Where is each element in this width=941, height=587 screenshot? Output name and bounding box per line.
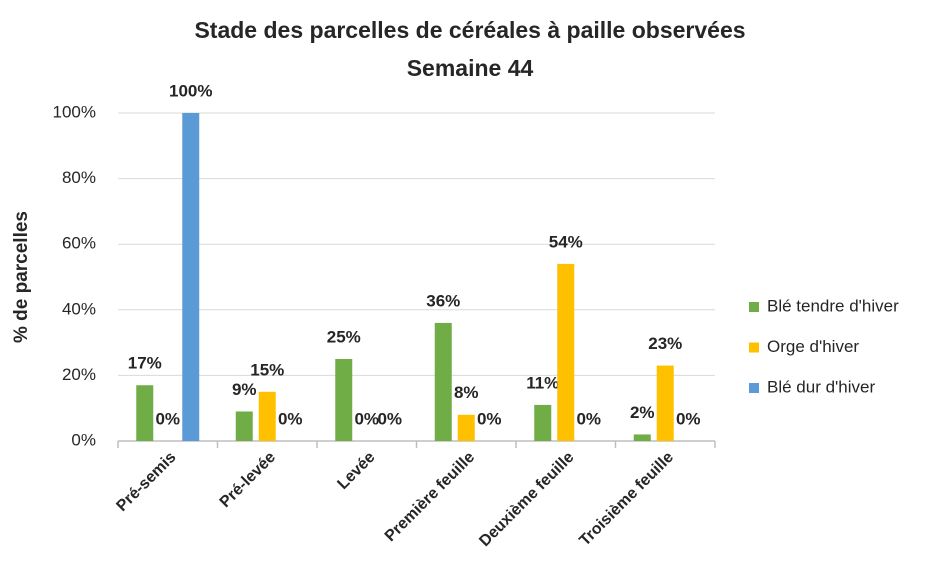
value-label: 25% [327,327,361,346]
legend-swatch [749,342,759,353]
bar [182,113,200,441]
x-tick-label: Pré-levée [217,449,279,511]
value-label: 17% [128,354,162,373]
bar [557,263,575,441]
x-tick-label: Pré-semis [113,449,179,515]
bar [457,414,475,441]
value-label: 8% [454,383,479,402]
value-label: 15% [250,360,284,379]
value-label: 0% [377,409,402,428]
value-label: 23% [648,334,682,353]
value-label: 0% [676,409,701,428]
y-tick-label: 40% [62,299,96,318]
value-label: 100% [169,81,212,100]
value-label: 0% [278,409,303,428]
value-label: 0% [354,409,379,428]
y-axis-label: % de parcelles [11,211,32,343]
bar [258,391,276,441]
value-label: 0% [576,409,601,428]
value-label: 9% [232,380,257,399]
bar [335,359,353,441]
chart-subtitle: Semaine 44 [407,55,534,81]
x-tick-label: Troisième feuille [576,449,677,550]
bar [534,404,552,441]
value-label: 54% [549,232,583,251]
legend-label: Orge d'hiver [767,337,859,356]
y-tick-label: 20% [62,365,96,384]
y-tick-label: 80% [62,168,96,187]
y-tick-label: 60% [62,234,96,253]
value-label: 11% [526,373,559,392]
bar [434,322,452,441]
x-tick-label: Deuxième feuille [476,449,577,550]
y-tick-label: 100% [53,102,96,121]
x-tick-label: Première feuille [382,449,478,545]
legend-label: Blé tendre d'hiver [767,296,899,315]
bar [136,385,154,441]
bar [633,434,651,441]
value-label: 36% [426,291,460,310]
value-label: 0% [477,409,502,428]
legend-label: Blé dur d'hiver [767,377,875,396]
legend-swatch [749,383,759,393]
legend-swatch [749,302,759,312]
bar [235,411,253,441]
x-tick-label: Levée [334,449,378,493]
chart-title: Stade des parcelles de céréales à paille… [194,17,745,43]
value-label: 2% [630,403,655,422]
y-tick-label: 0% [71,430,96,449]
value-label: 0% [155,409,180,428]
bar [656,365,674,441]
